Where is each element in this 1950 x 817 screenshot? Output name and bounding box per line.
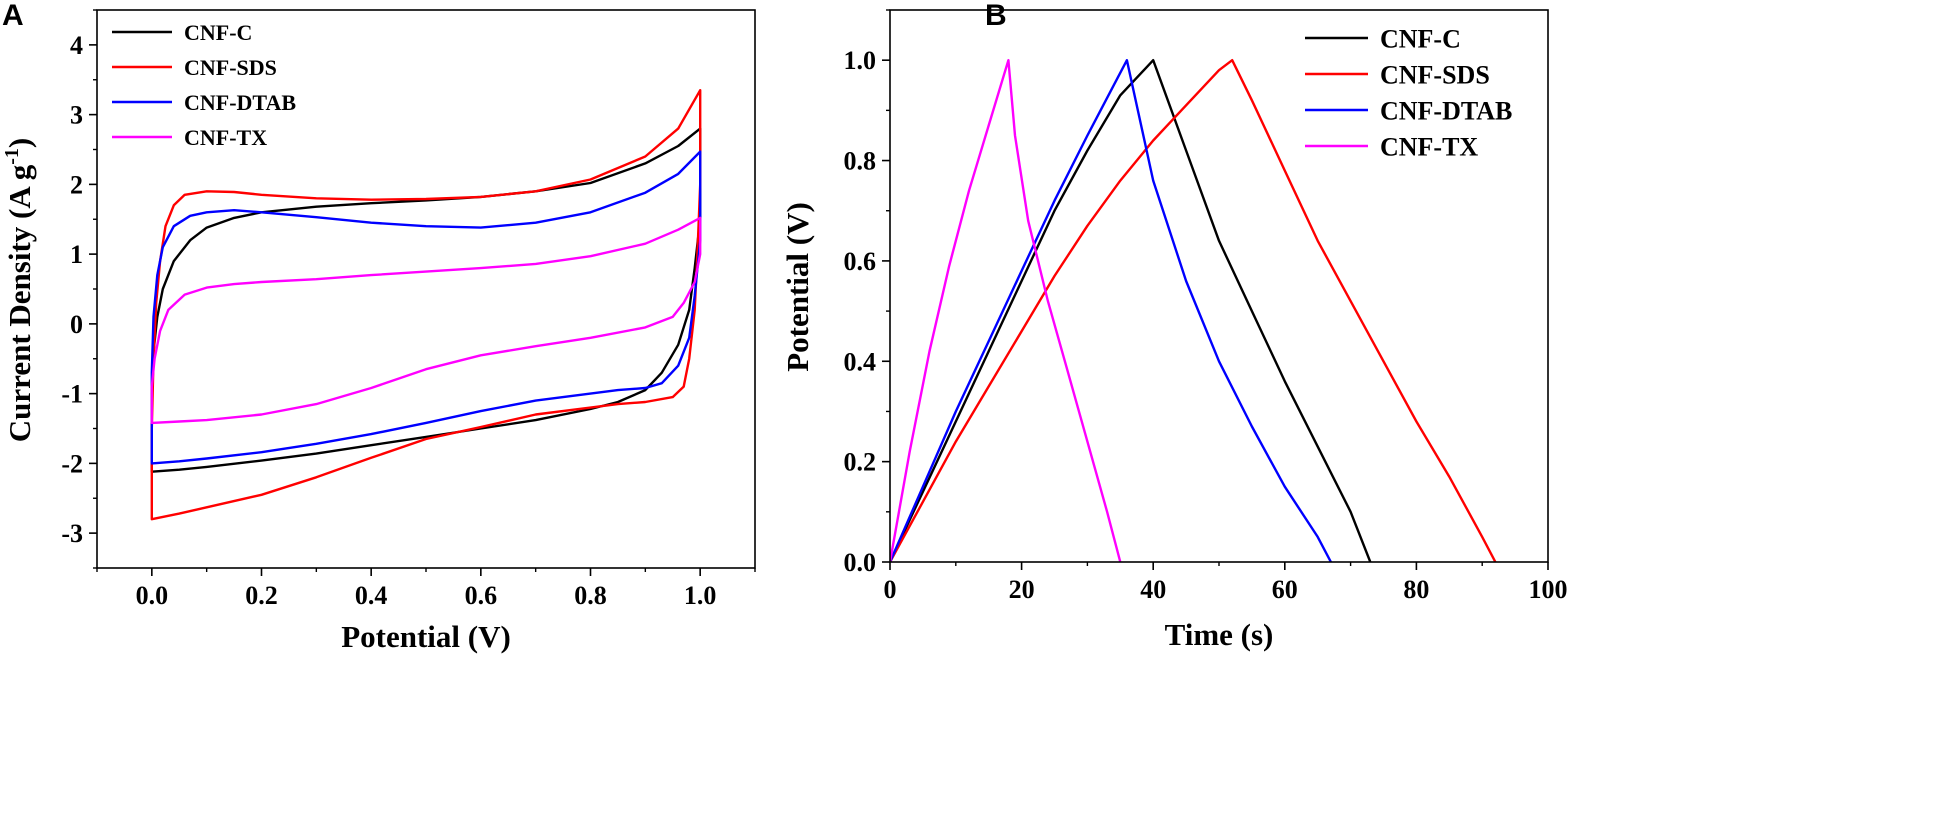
- y-tick-label: 4: [70, 31, 83, 60]
- y-tick-label: 1.0: [844, 46, 877, 75]
- y-tick-label: -3: [61, 519, 83, 548]
- x-tick-label: 0.6: [465, 581, 498, 610]
- panel-label-b: B: [985, 0, 1007, 32]
- y-tick-label: 0.2: [844, 448, 877, 477]
- series-line-cnf-sds: [150, 89, 702, 521]
- legend-label-cnf-tx: CNF-TX: [1380, 132, 1478, 161]
- series-line-cnf-c: [890, 59, 1372, 562]
- legend-label-cnf-tx: CNF-TX: [184, 125, 267, 150]
- legend-label-cnf-sds: CNF-SDS: [184, 55, 277, 80]
- y-tick-label: 0.6: [844, 247, 877, 276]
- legend-label-cnf-c: CNF-C: [1380, 24, 1461, 53]
- series-line-cnf-dtab: [150, 150, 702, 465]
- y-axis-title: Potential (V): [780, 202, 815, 372]
- y-axis-title-main: Current Density (A g: [2, 164, 37, 442]
- x-tick-label: 0.2: [245, 581, 278, 610]
- y-tick-label: 0.0: [844, 548, 877, 577]
- x-tick-label: 80: [1403, 575, 1429, 604]
- legend-label-cnf-dtab: CNF-DTAB: [1380, 96, 1512, 125]
- x-tick-label: 1.0: [684, 581, 717, 610]
- x-axis-title: Potential (V): [341, 619, 511, 654]
- x-axis-title: Time (s): [1165, 617, 1274, 652]
- chart-a: 0.0 0.2 0.4 0.6 0.8 1.0 -3 -2 -1 0 1 2 3 4 Potential (…: [1, 9, 756, 654]
- x-tick-label: 100: [1529, 575, 1568, 604]
- x-tick-label: 0.4: [355, 581, 388, 610]
- panel-label-a: A: [2, 0, 24, 32]
- y-axis-title-main: Potential (V): [780, 202, 815, 372]
- y-tick-label: 0: [70, 310, 83, 339]
- series-line-cnf-sds: [890, 59, 1497, 562]
- legend-label-cnf-c: CNF-C: [184, 20, 252, 45]
- y-tick-label: 0.4: [844, 347, 877, 376]
- x-tick-label: 40: [1140, 575, 1166, 604]
- legend-label-cnf-dtab: CNF-DTAB: [184, 90, 296, 115]
- y-tick-label: 3: [70, 101, 83, 130]
- series-line-cnf-c: [150, 127, 702, 473]
- y-tick-label: 0.8: [844, 147, 877, 176]
- x-tick-label: 0.0: [136, 581, 169, 610]
- y-axis-title: Current Density (A g-1): [1, 138, 37, 443]
- chart-b: 0 20 40 60 80 100 0.0 0.2 0.4 0.6 0.8 1.0 Time (s) Po…: [780, 9, 1568, 652]
- series-line-cnf-dtab: [890, 59, 1333, 562]
- y-tick-label: -1: [61, 380, 83, 409]
- y-tick-label: 1: [70, 240, 83, 269]
- y-axis-title-superscript: -1: [1, 148, 23, 165]
- y-tick-label: -2: [61, 449, 83, 478]
- x-tick-label: 60: [1272, 575, 1298, 604]
- x-tick-label: 20: [1009, 575, 1035, 604]
- series-line-cnf-tx: [150, 216, 702, 425]
- x-tick-label: 0.8: [574, 581, 607, 610]
- x-tick-label: 0: [884, 575, 897, 604]
- series-line-cnf-tx: [890, 59, 1122, 562]
- y-axis-title-close: ): [2, 138, 37, 148]
- y-tick-label: 2: [70, 170, 83, 199]
- legend-label-cnf-sds: CNF-SDS: [1380, 60, 1490, 89]
